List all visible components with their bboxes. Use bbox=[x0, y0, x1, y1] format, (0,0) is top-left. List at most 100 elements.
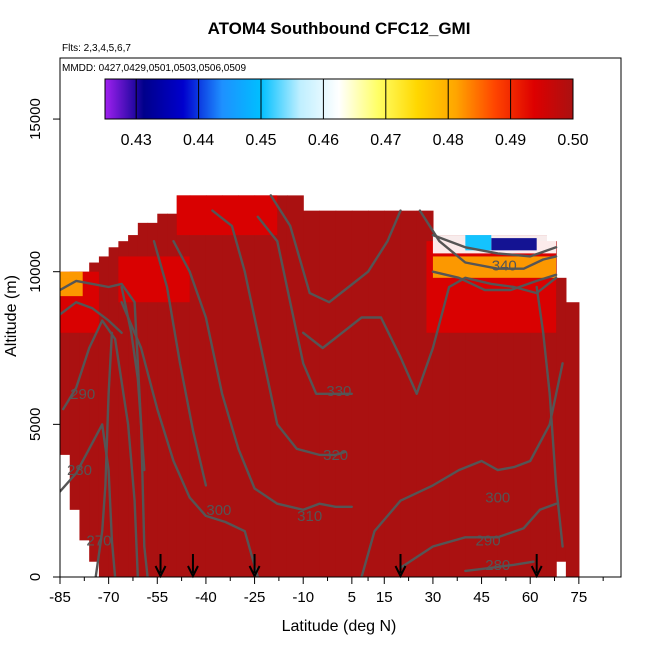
data-column bbox=[157, 213, 168, 577]
contour-label: 290 bbox=[70, 386, 95, 403]
data-column bbox=[98, 256, 110, 577]
contour-label: 300 bbox=[485, 490, 510, 507]
data-column bbox=[556, 277, 567, 562]
data-column bbox=[303, 210, 321, 577]
data-column bbox=[128, 235, 139, 577]
contour-line bbox=[172, 239, 353, 511]
colorbar-tick-label: 0.46 bbox=[308, 132, 339, 149]
data-column bbox=[254, 195, 272, 577]
contour-line bbox=[152, 239, 208, 487]
contour-line bbox=[431, 233, 558, 258]
colorbar-tick-label: 0.43 bbox=[121, 132, 152, 149]
flight-arrow-head bbox=[187, 565, 199, 579]
contour-line bbox=[535, 285, 564, 548]
colorbar-tick-label: 0.50 bbox=[557, 132, 588, 149]
data-column bbox=[270, 195, 288, 577]
data-column bbox=[351, 210, 369, 577]
contour-line bbox=[256, 215, 353, 395]
colorbar: 0.43 0.44 0.45 0.46 0.47 0.48 0.49 0.50 bbox=[104, 78, 589, 149]
flight-arrow-head bbox=[394, 565, 407, 579]
data-column bbox=[368, 210, 385, 577]
contour-label: 280 bbox=[67, 462, 92, 479]
data-column bbox=[222, 195, 239, 577]
heatmap-field bbox=[60, 195, 580, 577]
data-column bbox=[147, 222, 158, 577]
x-tick-label: 75 bbox=[571, 589, 588, 606]
data-column bbox=[60, 277, 71, 455]
y-tick-label: 0 bbox=[27, 573, 44, 581]
x-tick-label: -40 bbox=[195, 589, 217, 606]
x-axis-label: Latitude (deg N) bbox=[282, 618, 397, 635]
contour-line bbox=[62, 319, 140, 577]
data-column bbox=[565, 302, 580, 577]
data-column bbox=[118, 241, 129, 577]
contour-line bbox=[418, 209, 558, 270]
data-column bbox=[79, 271, 90, 541]
contour-line bbox=[269, 194, 402, 304]
x-tick-label: 30 bbox=[425, 589, 442, 606]
contour-label: 290 bbox=[476, 532, 501, 549]
colorbar-tick-label: 0.44 bbox=[183, 132, 214, 149]
contour-line bbox=[464, 560, 535, 573]
contour-line bbox=[211, 209, 347, 457]
colorbar-bar bbox=[104, 78, 574, 120]
contour-line bbox=[399, 502, 558, 569]
y-tick-label: 10000 bbox=[27, 251, 44, 293]
y-tick-label: 15000 bbox=[27, 98, 44, 140]
contour-line bbox=[120, 285, 146, 472]
data-column bbox=[189, 195, 207, 577]
x-tick-label: -25 bbox=[244, 589, 266, 606]
contour-label: 310 bbox=[297, 508, 322, 525]
contour-line bbox=[120, 301, 259, 577]
data-column bbox=[286, 195, 304, 577]
x-axis: -85 -70 -55 -40 -25 -10 5 15 30 45 60 75 bbox=[49, 577, 604, 606]
colorbar-tick-label: 0.49 bbox=[495, 132, 526, 149]
contour-label: 270 bbox=[86, 532, 111, 549]
data-column bbox=[384, 210, 402, 577]
dates-label: MMDD: 0427,0429,0501,0503,0506,0509 bbox=[62, 63, 246, 74]
data-column bbox=[238, 195, 256, 577]
contour-line bbox=[302, 276, 558, 395]
contour-label: 320 bbox=[323, 447, 348, 464]
x-tick-label: -55 bbox=[146, 589, 168, 606]
contour-line bbox=[60, 423, 117, 577]
x-tick-label: 60 bbox=[522, 589, 539, 606]
flight-arrow-head bbox=[154, 565, 167, 579]
colorbar-tick-label: 0.47 bbox=[370, 132, 401, 149]
contour-line bbox=[60, 279, 149, 577]
data-column bbox=[400, 210, 418, 577]
x-tick-label: -85 bbox=[49, 589, 71, 606]
x-tick-label: 15 bbox=[376, 589, 393, 606]
y-tick-label: 5000 bbox=[27, 408, 44, 441]
y-axis-label: Altitude (m) bbox=[3, 275, 20, 357]
data-column bbox=[89, 262, 100, 562]
data-column bbox=[167, 213, 178, 577]
y-axis: 0 5000 10000 15000 bbox=[27, 98, 60, 581]
contour-line bbox=[360, 362, 564, 577]
flight-arrows bbox=[154, 554, 543, 579]
anomaly-top-red-mid bbox=[176, 195, 278, 236]
contour-line bbox=[60, 301, 123, 334]
x-tick-label: -10 bbox=[292, 589, 314, 606]
flights-label: Flts: 2,3,4,5,6,7 bbox=[62, 43, 131, 54]
anomaly-north-low-core bbox=[491, 238, 537, 251]
plot-frame bbox=[59, 57, 622, 578]
colorbar-tick-label: 0.45 bbox=[245, 132, 276, 149]
flight-arrow-head bbox=[530, 565, 543, 579]
contour-line bbox=[94, 331, 114, 577]
x-tick-label: -70 bbox=[98, 589, 120, 606]
flight-arrow-head bbox=[248, 565, 261, 579]
contour-label: 300 bbox=[206, 502, 231, 519]
contour-label: 280 bbox=[485, 557, 510, 574]
x-tick-label: 5 bbox=[348, 589, 356, 606]
data-column bbox=[108, 247, 119, 577]
contour-lines: 290 280 270 300 310 320 330 300 290 280 340 bbox=[60, 194, 564, 577]
data-column bbox=[137, 222, 149, 577]
x-tick-label: 45 bbox=[473, 589, 490, 606]
anomaly-north-lowcore-west bbox=[465, 235, 492, 251]
contour-label: 340 bbox=[492, 258, 517, 275]
contour-line bbox=[431, 270, 558, 292]
chart-title: ATOM4 Southbound CFC12_GMI bbox=[208, 19, 471, 38]
data-column bbox=[205, 195, 223, 577]
